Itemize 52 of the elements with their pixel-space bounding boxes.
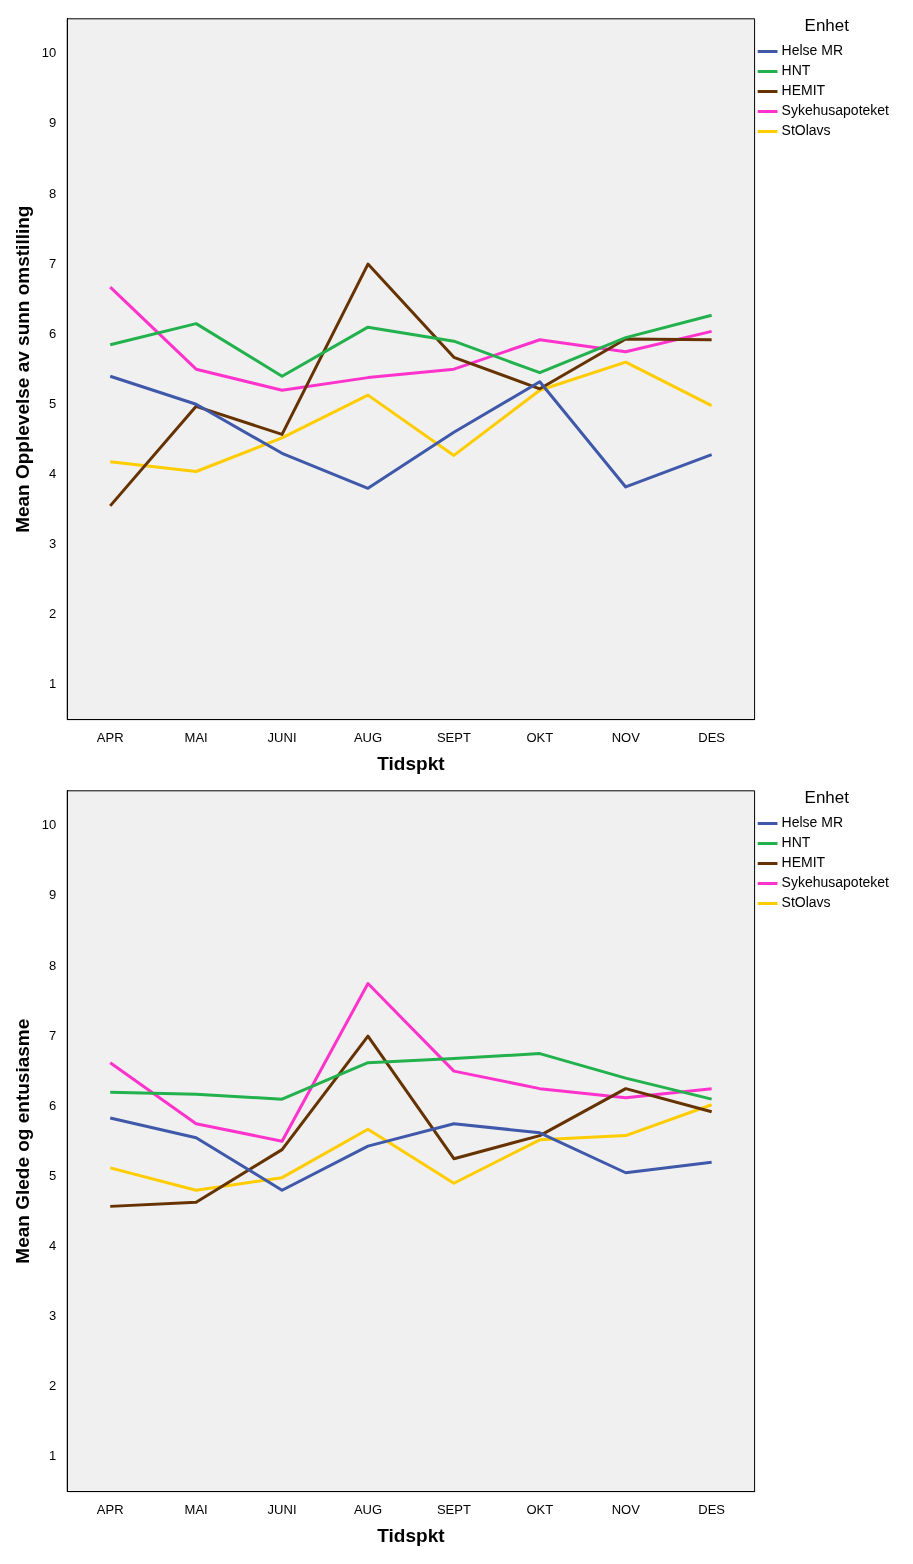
legend-label: Sykehusapoteket <box>781 102 890 119</box>
x-tick-label: NOV <box>611 1501 641 1517</box>
x-tick-label: DES <box>698 729 726 745</box>
x-tick-label: JUNI <box>267 729 297 745</box>
y-tick-label: 1 <box>49 1448 57 1464</box>
y-tick-label: 9 <box>49 887 57 903</box>
y-tick-label: 10 <box>41 45 57 61</box>
legend-label: StOlavs <box>781 894 831 911</box>
x-tick-label: NOV <box>611 729 641 745</box>
y-tick-label: 6 <box>49 1097 57 1113</box>
y-axis-title: Mean Opplevelse av sunn omstilling <box>11 205 33 533</box>
y-tick-label: 7 <box>49 1027 57 1043</box>
x-tick-label: OKT <box>526 1501 554 1517</box>
x-tick-label: SEPT <box>436 1501 471 1517</box>
y-tick-label: 2 <box>49 1378 57 1394</box>
x-axis-title: Tidspkt <box>377 1524 446 1546</box>
legend-label: HEMIT <box>781 82 826 99</box>
y-tick-label: 7 <box>49 255 57 271</box>
y-tick-label: 4 <box>49 1237 57 1253</box>
legend-label: StOlavs <box>781 122 831 139</box>
x-tick-label: AUG <box>353 729 383 745</box>
x-tick-label: MAI <box>184 1501 208 1517</box>
x-axis-title: Tidspkt <box>377 752 446 774</box>
x-tick-label: APR <box>96 1501 124 1517</box>
legend-label: HNT <box>781 62 811 79</box>
x-tick-label: JUNI <box>267 1501 297 1517</box>
y-tick-label: 8 <box>49 957 57 973</box>
legend-label: Helse MR <box>781 814 844 831</box>
y-tick-label: 8 <box>49 185 57 201</box>
y-tick-label: 5 <box>49 1167 57 1183</box>
y-tick-label: 10 <box>41 817 57 833</box>
legend-label: Helse MR <box>781 42 844 59</box>
x-tick-label: APR <box>96 729 124 745</box>
y-tick-label: 3 <box>49 1307 57 1323</box>
x-tick-label: OKT <box>526 729 554 745</box>
y-tick-label: 5 <box>49 395 57 411</box>
y-tick-label: 9 <box>49 115 57 131</box>
x-tick-label: DES <box>698 1501 726 1517</box>
y-tick-label: 6 <box>49 325 57 341</box>
x-tick-label: AUG <box>353 1501 383 1517</box>
legend-title: Enhet <box>804 16 850 36</box>
y-axis-title: Mean Glede og entusiasme <box>11 1018 33 1264</box>
legend-label: Sykehusapoteket <box>781 874 890 891</box>
legend-label: HEMIT <box>781 854 826 871</box>
y-tick-label: 4 <box>49 465 57 481</box>
y-tick-label: 1 <box>49 676 57 692</box>
y-tick-label: 2 <box>49 606 57 622</box>
x-tick-label: SEPT <box>436 729 471 745</box>
legend-title: Enhet <box>804 788 850 808</box>
y-tick-label: 3 <box>49 535 57 551</box>
x-tick-label: MAI <box>184 729 208 745</box>
legend-label: HNT <box>781 834 811 851</box>
